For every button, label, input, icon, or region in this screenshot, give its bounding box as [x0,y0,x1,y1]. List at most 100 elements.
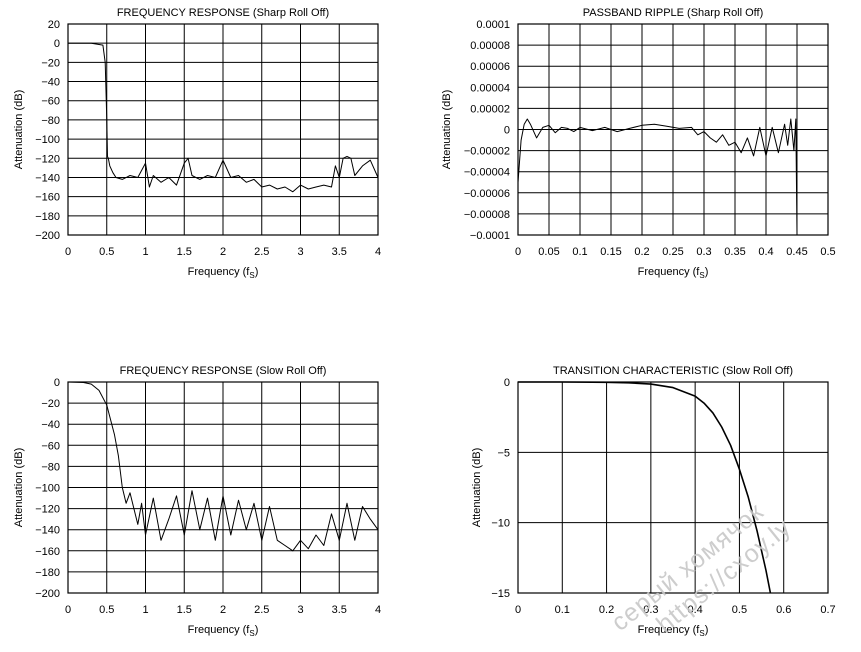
y-tick-label: −100 [35,134,60,146]
y-tick-label: 0 [54,38,60,50]
y-tick-label: 0.00004 [470,82,510,94]
x-tick-label: 0.6 [776,604,791,616]
x-tick-label: 3.5 [332,604,347,616]
x-tick-label: 1 [142,604,148,616]
x-tick-label: 0.1 [572,246,587,258]
y-tick-label: −0.00004 [464,167,510,179]
y-tick-label: −5 [497,447,510,459]
chart-title: TRANSITION CHARACTERISTIC (Slow Roll Off… [553,365,793,377]
y-tick-label: −80 [41,461,60,473]
x-tick-label: 1.5 [177,246,192,258]
series-line [67,381,379,552]
chart-title: FREQUENCY RESPONSE (Slow Roll Off) [120,365,327,377]
plot-frame [517,23,829,236]
y-tick-label: 0.00006 [470,61,510,73]
x-tick-label: 0.4 [758,246,773,258]
x-tick-label: 2 [220,246,226,258]
y-tick-label: 20 [48,19,60,31]
y-tick-label: −0.00008 [464,209,510,221]
x-tick-label: 1 [142,246,148,258]
x-tick-label: 0.5 [99,246,114,258]
x-tick-label: 0.35 [724,246,745,258]
x-tick-label: 3 [297,246,303,258]
y-tick-label: −200 [35,230,60,242]
x-axis-label: Frequency (fS) [188,624,259,638]
y-tick-label: −20 [41,398,60,410]
y-tick-label: −15 [491,588,510,600]
y-tick-label: −180 [35,211,60,223]
y-tick-label: −180 [35,567,60,579]
chart-sharp-frequency-response: 0 0.5 1 1.5 2 2.5 3 3.5 4 20 0 −20 −40 −60 −80 −100 −120… [13,7,381,280]
series-line [68,42,379,193]
y-tick-label: −200 [35,588,60,600]
x-tick-label: 0.45 [786,246,807,258]
y-tick-label: −10 [491,518,510,530]
y-tick-label: 0 [504,125,510,137]
y-tick-label: 0.00008 [470,40,510,52]
y-tick-label: 0 [54,377,60,389]
y-tick-label: −140 [35,525,60,537]
chart-passband-ripple: 0 0.05 0.1 0.15 0.2 0.25 0.3 0.35 0.4 0.45 0.5 0.00… [441,7,836,280]
chart-title: FREQUENCY RESPONSE (Sharp Roll Off) [117,7,329,19]
x-tick-label: 0 [65,246,71,258]
series-line [517,118,799,236]
x-tick-label: 0.05 [538,246,559,258]
x-tick-label: 0 [515,246,521,258]
x-tick-label: 2 [220,604,226,616]
x-tick-label: 0.25 [662,246,683,258]
y-axis-label: Attenuation (dB) [13,448,25,528]
chart-title: PASSBAND RIPPLE (Sharp Roll Off) [583,7,764,19]
series-line [518,381,772,594]
x-tick-label: 0.15 [600,246,621,258]
x-tick-label: 3.5 [332,246,347,258]
y-tick-label: 0 [504,377,510,389]
y-tick-label: −160 [35,192,60,204]
y-tick-label: −0.00006 [464,188,510,200]
x-tick-label: 0.7 [820,604,835,616]
x-tick-label: 0.5 [99,604,114,616]
x-axis-label: Frequency (fS) [188,266,259,280]
watermark: серый хомячок https://cxoy.ly [606,497,797,638]
y-tick-label: 0.00002 [470,103,510,115]
x-tick-label: 0.4 [687,604,702,616]
x-tick-label: 0.2 [634,246,649,258]
y-tick-label: −40 [41,419,60,431]
chart-slow-frequency-response: 0 0.5 1 1.5 2 2.5 3 3.5 4 0 −20 −40 −60 −80 −100 −120 −1… [13,365,381,638]
y-tick-label: −80 [41,115,60,127]
x-tick-label: 0.3 [696,246,711,258]
x-tick-label: 4 [375,604,381,616]
plot-frame [67,23,379,236]
y-axis-label: Attenuation (dB) [13,90,25,170]
x-tick-label: 0 [515,604,521,616]
x-tick-label: 1.5 [177,604,192,616]
x-axis-label: Frequency (fS) [638,266,709,280]
x-axis-label: Frequency (fS) [638,624,709,638]
x-tick-label: 2.5 [254,604,269,616]
y-tick-label: −100 [35,483,60,495]
y-tick-label: −120 [35,504,60,516]
x-tick-label: 4 [375,246,381,258]
y-tick-label: −120 [35,153,60,165]
plot-frame [517,381,829,594]
y-tick-label: −0.0001 [470,230,510,242]
y-tick-label: −0.00002 [464,146,510,158]
x-tick-label: 2.5 [254,246,269,258]
x-tick-label: 0.2 [599,604,614,616]
x-tick-label: 0.3 [643,604,658,616]
y-tick-label: −20 [41,57,60,69]
y-tick-label: 0.0001 [476,19,510,31]
x-tick-label: 0.5 [820,246,835,258]
y-axis-label: Attenuation (dB) [471,448,483,528]
y-tick-label: −60 [41,96,60,108]
x-tick-label: 0.1 [555,604,570,616]
y-tick-label: −160 [35,546,60,558]
chart-transition-characteristic: 0 0.1 0.2 0.3 0.4 0.5 0.6 0.7 0 −5 −10 −15 TRANSITIO… [471,365,836,638]
x-tick-label: 3 [297,604,303,616]
y-tick-label: −40 [41,77,60,89]
x-tick-label: 0 [65,604,71,616]
x-tick-label: 0.5 [732,604,747,616]
y-tick-label: −140 [35,172,60,184]
y-axis-label: Attenuation (dB) [441,90,453,170]
y-tick-label: −60 [41,440,60,452]
